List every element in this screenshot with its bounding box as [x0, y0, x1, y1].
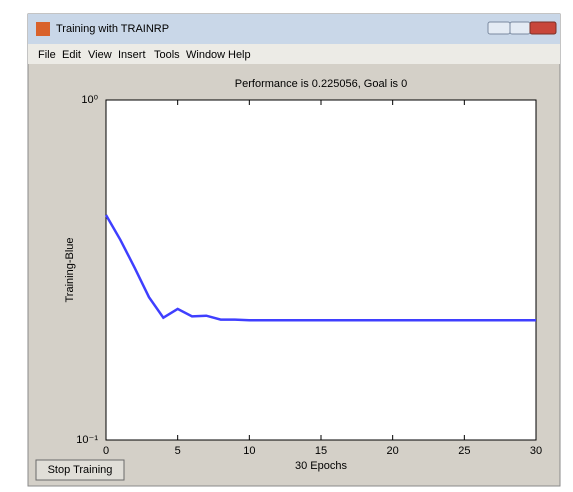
y-tick-label: 10⁰: [81, 94, 98, 106]
menu-item[interactable]: Help: [228, 49, 251, 61]
x-tick-label: 20: [387, 445, 399, 457]
x-tick-label: 15: [315, 445, 327, 457]
maximize-button[interactable]: [510, 22, 530, 34]
x-tick-label: 0: [103, 445, 109, 457]
menu-item[interactable]: File: [38, 49, 56, 61]
app-icon: [36, 22, 50, 36]
menu-item[interactable]: View: [88, 49, 112, 61]
minimize-button[interactable]: [488, 22, 510, 34]
page: Training with TRAINRP Performance is 0.2…: [0, 0, 573, 492]
menu-item[interactable]: Window: [186, 49, 225, 61]
window-title: Training with TRAINRP: [56, 23, 169, 35]
menu-item[interactable]: Edit: [62, 49, 81, 61]
y-axis-label: Training-Blue: [64, 237, 76, 302]
x-tick-label: 25: [458, 445, 470, 457]
close-button[interactable]: [530, 22, 556, 34]
window-screenshot: Training with TRAINRP Performance is 0.2…: [0, 0, 573, 492]
menu-item[interactable]: Insert: [118, 49, 146, 61]
x-axis-label: 30 Epochs: [295, 460, 347, 472]
x-tick-label: 30: [530, 445, 542, 457]
menu-item[interactable]: Tools: [154, 49, 180, 61]
plot-area: [106, 100, 536, 440]
y-tick-label: 10⁻¹: [76, 434, 98, 446]
x-tick-label: 10: [243, 445, 255, 457]
button-label[interactable]: Stop Training: [48, 464, 113, 476]
x-tick-label: 5: [175, 445, 181, 457]
chart-title: Performance is 0.225056, Goal is 0: [235, 78, 407, 90]
